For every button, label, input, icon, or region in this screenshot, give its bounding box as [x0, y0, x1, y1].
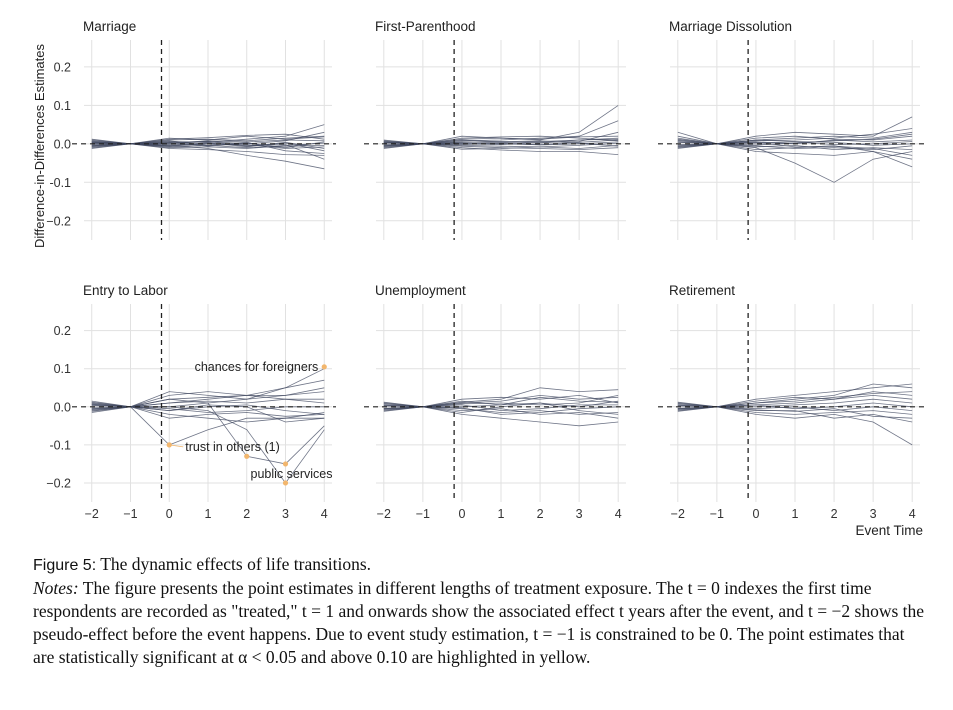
panel-title: Retirement: [669, 283, 735, 298]
highlight-point: [282, 480, 289, 486]
x-tick-label: 0: [166, 507, 173, 521]
x-axis-title: Event Time: [855, 523, 923, 538]
y-tick-label: 0.0: [54, 137, 71, 151]
caption-title-line: Figure 5: The dynamic effects of life tr…: [33, 553, 928, 577]
annotation-label: trust in others (1): [185, 440, 279, 454]
panel-title: Entry to Labor: [83, 283, 168, 298]
panel-title: First-Parenthood: [375, 19, 476, 34]
x-tick-label: 1: [498, 507, 505, 521]
annotation-label: chances for foreigners: [195, 360, 319, 374]
y-tick-label: 0.0: [54, 400, 71, 414]
panel-entry-to-labor: Entry to Labor chances for foreigners trus…: [46, 283, 336, 521]
panel-title: Marriage Dissolution: [669, 19, 792, 34]
panel-marriage-dissolution: Marriage Dissolution: [658, 19, 924, 240]
panel-title: Unemployment: [375, 283, 466, 298]
x-tick-label: 3: [282, 507, 289, 521]
x-tick-label: 4: [909, 507, 916, 521]
y-tick-label: 0.1: [54, 362, 71, 376]
highlight-point: [282, 461, 289, 467]
highlight-point: [321, 364, 327, 370]
caption-notes: Notes: The figure presents the point est…: [33, 577, 928, 669]
x-tick-label: −2: [671, 507, 685, 521]
y-tick-label: 0.2: [54, 60, 71, 74]
x-tick-label: 2: [831, 507, 838, 521]
x-tick-label: 0: [458, 507, 465, 521]
y-tick-label: −0.2: [46, 476, 71, 490]
x-tick-label: −1: [123, 507, 137, 521]
x-tick-label: −2: [377, 507, 391, 521]
y-tick-label: 0.2: [54, 324, 71, 338]
annotation-label: public services: [251, 467, 333, 481]
panel-first-parenthood: First-Parenthood: [364, 19, 630, 240]
x-tick-label: 2: [537, 507, 544, 521]
x-tick-label: 3: [576, 507, 583, 521]
y-axis-title: Difference-in-Differences Estimates: [32, 44, 47, 248]
y-tick-label: -0.1: [49, 438, 71, 452]
notes-label: Notes:: [33, 578, 79, 598]
highlight-point: [244, 453, 250, 459]
figure-caption: Figure 5: The dynamic effects of life tr…: [33, 553, 928, 669]
notes-text: The figure presents the point estimates …: [33, 578, 925, 667]
panel-title: Marriage: [83, 19, 136, 34]
figure-title: The dynamic effects of life transitions.: [96, 554, 372, 574]
x-tick-label: 4: [615, 507, 622, 521]
x-tick-label: −2: [85, 507, 99, 521]
x-tick-label: 1: [205, 507, 212, 521]
figure-panels: Difference-in-Differences EstimatesMarri…: [32, 19, 924, 538]
y-tick-label: −0.2: [46, 214, 71, 228]
panel-unemployment: Unemployment −2 −1 0 1 2 3 4: [364, 283, 630, 521]
x-tick-label: 2: [243, 507, 250, 521]
y-tick-label: -0.1: [49, 176, 71, 190]
x-tick-label: 4: [321, 507, 328, 521]
y-tick-label: 0.1: [54, 99, 71, 113]
x-tick-label: 0: [752, 507, 759, 521]
figure-label: Figure 5:: [33, 557, 97, 574]
annotation-leader: [169, 444, 184, 448]
x-tick-label: 1: [792, 507, 799, 521]
panel-retirement: Retirement −2 −1 0 1 2 3 4 Event Time: [658, 283, 924, 538]
panel-marriage: Marriage −0.2 -0.1 0.0 0.1 0.2: [46, 19, 336, 240]
x-tick-label: −1: [416, 507, 430, 521]
x-tick-label: 3: [870, 507, 877, 521]
x-tick-label: −1: [710, 507, 724, 521]
